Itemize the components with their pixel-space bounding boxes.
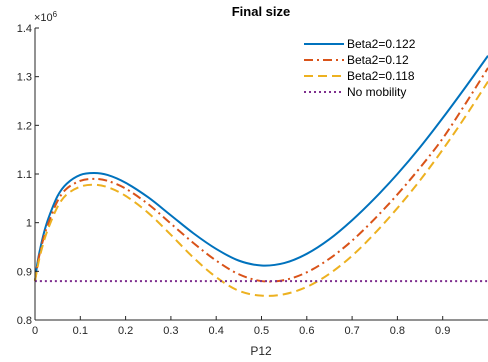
y-tick-label: 1.1 — [17, 169, 32, 181]
y-tick-label: 1 — [26, 218, 32, 230]
y-tick-label: 1.3 — [17, 72, 32, 84]
legend-label-4: No mobility — [347, 85, 406, 99]
y-exponent-label: ×106 — [34, 10, 58, 24]
series-line-3 — [34, 80, 488, 297]
x-tick-label: 0.2 — [118, 325, 133, 337]
x-tick-label: 0.4 — [209, 325, 224, 337]
x-tick-label: 0 — [32, 325, 38, 337]
y-tick-label: 1.2 — [17, 120, 32, 132]
x-tick-label: 0.5 — [254, 325, 269, 337]
y-tick-label: 1.4 — [17, 23, 32, 35]
legend: Beta2=0.122 Beta2=0.12 Beta2=0.118 No mobil… — [304, 37, 416, 99]
y-axis-ticks: 0.8 0.9 1 1.1 1.2 1.3 1.4 — [17, 23, 39, 327]
x-tick-label: 0.8 — [390, 325, 405, 337]
x-tick-label: 0.7 — [344, 325, 359, 337]
chart-title: Final size — [232, 4, 291, 19]
legend-label-2: Beta2=0.12 — [347, 53, 409, 67]
y-tick-label: 0.9 — [17, 266, 32, 278]
x-tick-label: 0.1 — [73, 325, 88, 337]
x-tick-label: 0.6 — [299, 325, 314, 337]
series-line-1 — [34, 55, 488, 282]
legend-label-3: Beta2=0.118 — [347, 69, 415, 83]
x-tick-label: 0.3 — [163, 325, 178, 337]
series-line-2 — [34, 67, 488, 283]
x-axis-ticks: 0 0.1 0.2 0.3 0.4 0.5 0.6 0.7 0.8 0.9 — [32, 316, 450, 337]
legend-label-1: Beta2=0.122 — [347, 37, 416, 51]
y-tick-label: 0.8 — [17, 315, 32, 327]
plot-lines — [34, 55, 488, 297]
x-tick-label: 0.9 — [435, 325, 450, 337]
x-axis-label: P12 — [250, 344, 272, 358]
